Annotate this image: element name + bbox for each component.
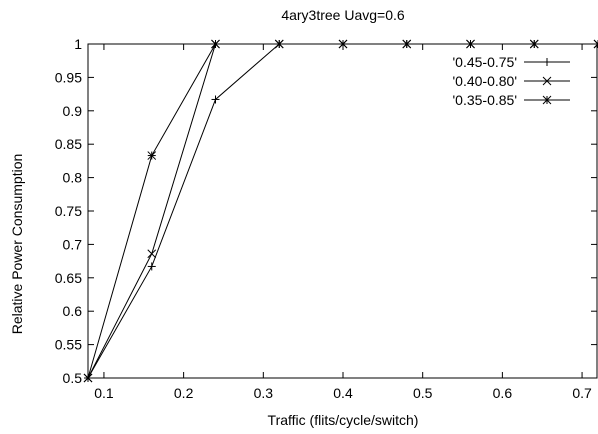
y-tick-label: 0.85 — [55, 136, 82, 152]
series-2 — [83, 39, 598, 383]
data-point — [593, 39, 598, 49]
data-point — [529, 39, 539, 49]
data-point — [211, 95, 220, 104]
data-point — [274, 39, 284, 49]
x-tick-label: 0.3 — [254, 385, 274, 401]
series-1 — [84, 40, 598, 382]
legend-marker — [542, 76, 552, 86]
series-layer — [83, 39, 598, 383]
legend-marker — [543, 58, 551, 66]
data-point — [466, 39, 475, 49]
y-axis: 0.5 0.55 0.6 0.65 0.7 0.75 0.8 0.85 0.9 0.95 1 — [55, 36, 597, 386]
data-point — [147, 262, 156, 271]
y-tick-label: 0.9 — [63, 103, 83, 119]
legend-label: '0.35-0.85' — [452, 92, 517, 108]
x-axis-title: Traffic (flits/cycle/switch) — [268, 412, 419, 428]
y-tick-label: 0.5 — [63, 370, 83, 386]
y-axis-title: Relative Power Consumption — [9, 154, 25, 335]
x-tick-label: 0.7 — [572, 385, 592, 401]
x-tick-label: 0.4 — [333, 385, 353, 401]
data-point — [147, 151, 157, 160]
chart-title: 4ary3tree Uavg=0.6 — [281, 7, 405, 23]
y-tick-label: 0.95 — [55, 69, 82, 85]
y-tick-label: 0.65 — [55, 270, 82, 286]
data-point — [211, 39, 220, 49]
x-tick-label: 0.5 — [413, 385, 433, 401]
series-3 — [83, 39, 598, 383]
data-point — [402, 39, 412, 49]
legend-label: '0.40-0.80' — [452, 73, 517, 89]
data-point — [147, 249, 157, 259]
legend: '0.45-0.75' '0.40-0.80' '0.35-0.85' — [452, 54, 570, 108]
x-axis: 0.1 0.2 0.3 0.4 0.5 0.6 0.7 — [94, 44, 592, 401]
y-tick-label: 0.7 — [63, 236, 83, 252]
data-point — [83, 373, 93, 383]
legend-marker — [542, 95, 552, 105]
y-tick-label: 0.75 — [55, 203, 82, 219]
y-tick-label: 0.8 — [63, 170, 83, 186]
legend-label: '0.45-0.75' — [452, 54, 517, 70]
data-point — [338, 39, 348, 49]
y-tick-label: 0.55 — [55, 337, 82, 353]
x-tick-label: 0.2 — [174, 385, 194, 401]
y-tick-label: 0.6 — [63, 303, 83, 319]
x-tick-label: 0.1 — [94, 385, 114, 401]
x-tick-label: 0.6 — [493, 385, 513, 401]
series-line-2 — [87, 43, 598, 379]
y-tick-label: 1 — [74, 36, 82, 52]
